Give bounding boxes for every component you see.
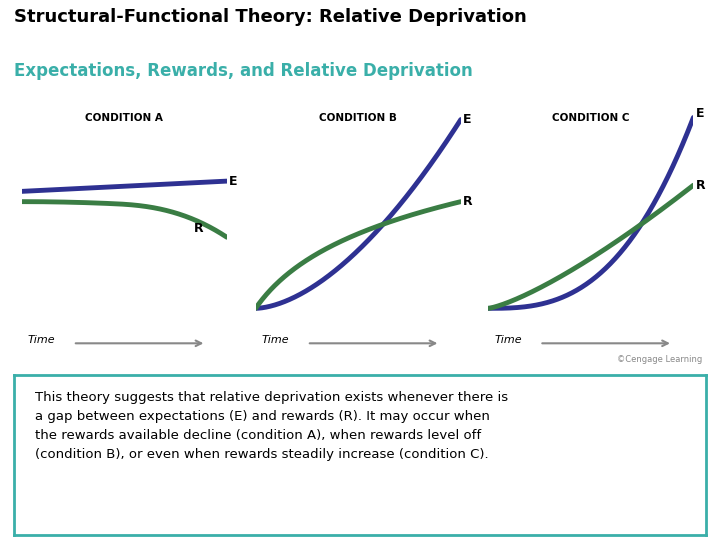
Text: R: R	[463, 195, 472, 208]
Text: CONDITION B: CONDITION B	[319, 113, 397, 124]
Text: E: E	[229, 174, 238, 187]
Text: ©Cengage Learning: ©Cengage Learning	[617, 355, 702, 363]
Text: This theory suggests that relative deprivation exists whenever there is
a gap be: This theory suggests that relative depri…	[35, 391, 508, 461]
Text: E: E	[696, 107, 704, 120]
Text: R: R	[194, 221, 204, 235]
Text: Time: Time	[495, 335, 522, 345]
Text: E: E	[463, 113, 472, 126]
Text: Structural-Functional Theory: Relative Deprivation: Structural-Functional Theory: Relative D…	[14, 8, 527, 26]
Text: Time: Time	[28, 335, 55, 345]
Text: R: R	[696, 179, 705, 192]
Text: Expectations, Rewards, and Relative Deprivation: Expectations, Rewards, and Relative Depr…	[14, 62, 473, 80]
Text: CONDITION A: CONDITION A	[85, 113, 163, 124]
Text: Time: Time	[262, 335, 289, 345]
Text: CONDITION C: CONDITION C	[552, 113, 629, 124]
